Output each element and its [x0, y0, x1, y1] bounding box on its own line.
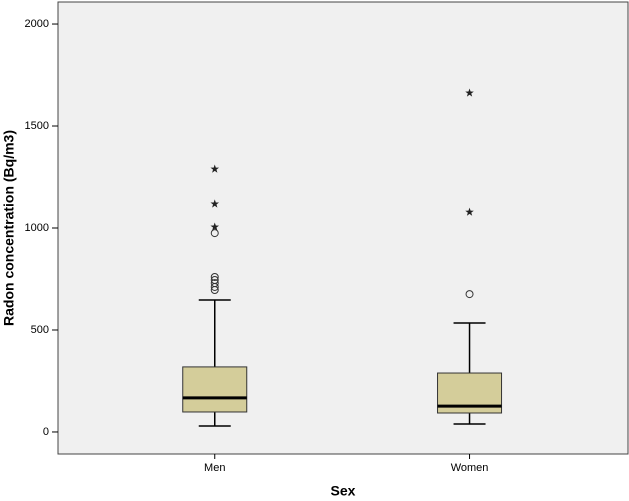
extreme: [465, 88, 474, 97]
y-tick-label: 500: [31, 324, 49, 336]
y-tick-label: 2000: [25, 18, 49, 30]
y-tick-label: 0: [43, 426, 49, 438]
outlier: [210, 282, 219, 291]
extreme: [210, 222, 220, 231]
outlier: [465, 290, 474, 299]
y-tick-label: 1500: [25, 120, 49, 132]
plot-area: [57, 1, 629, 455]
y-axis-title: Radon concentration (Bq/m3): [1, 130, 17, 326]
x-axis-title: Sex: [331, 483, 356, 499]
x-tick-label: Women: [451, 462, 489, 474]
y-tick-label: 1000: [25, 222, 49, 234]
outlier: [210, 272, 219, 281]
outlier: [210, 229, 219, 238]
extreme: [210, 199, 220, 208]
extreme: [210, 164, 220, 173]
box: [182, 366, 248, 413]
x-tick-label: Men: [204, 462, 225, 474]
outlier: [210, 286, 219, 295]
extreme: [465, 207, 474, 216]
